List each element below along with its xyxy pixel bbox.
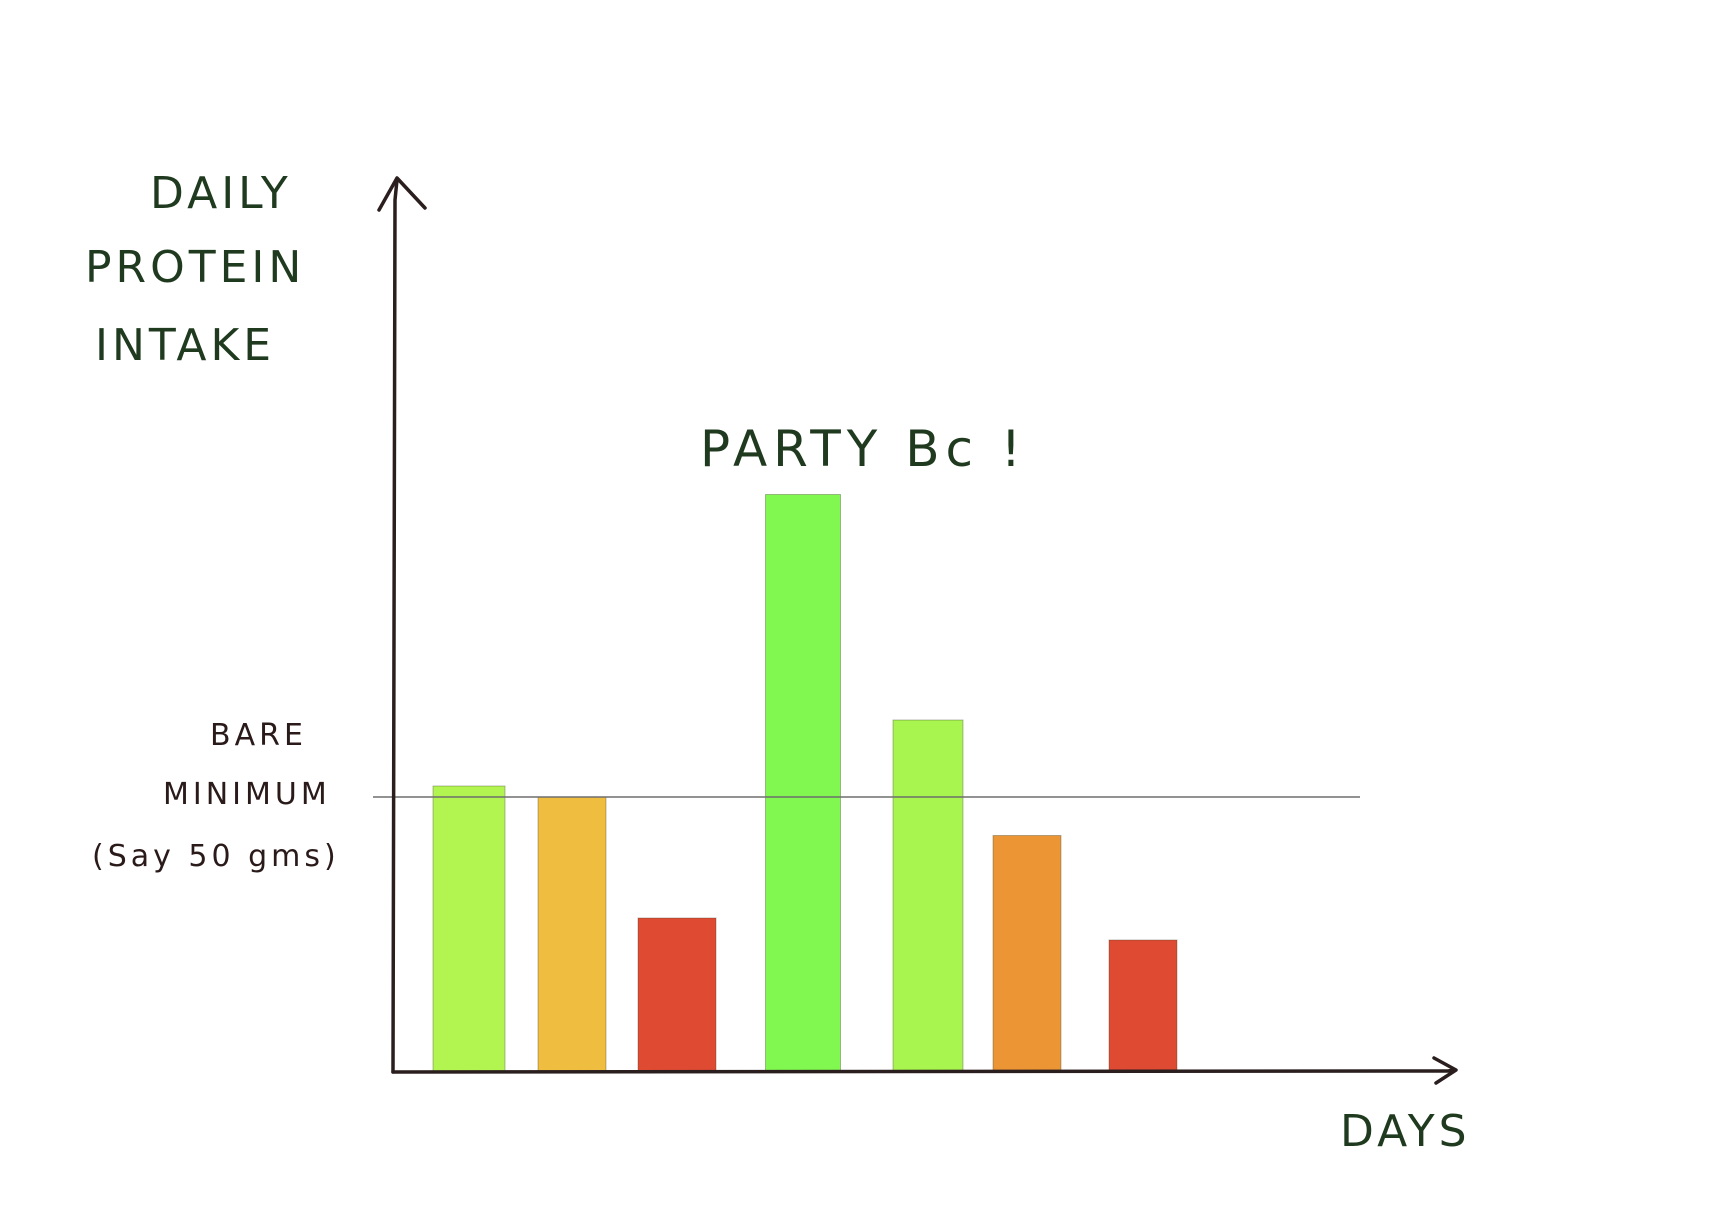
bar-1 bbox=[432, 785, 506, 1073]
bar-2 bbox=[537, 796, 607, 1073]
x-axis-arrow-icon bbox=[1432, 1056, 1458, 1085]
bar-7 bbox=[1108, 939, 1178, 1073]
y-axis-label-line-1: DAILY bbox=[150, 168, 292, 219]
reference-label-line-1: BARE bbox=[210, 718, 307, 753]
bars-group bbox=[432, 494, 1178, 1073]
party-annotation: PARTY Bc ! bbox=[700, 420, 1027, 478]
y-axis-arrow-icon bbox=[377, 176, 427, 212]
reference-label-line-2: MINIMUM bbox=[163, 777, 331, 812]
x-axis bbox=[391, 1068, 1456, 1074]
y-axis bbox=[391, 178, 399, 1074]
bar-3 bbox=[637, 917, 717, 1073]
y-axis-label-line-2: PROTEIN bbox=[85, 242, 305, 293]
bar-5 bbox=[892, 719, 964, 1073]
bar-4 bbox=[765, 494, 841, 1073]
x-axis-label: DAYS bbox=[1340, 1106, 1471, 1157]
reference-label-line-3: (Say 50 gms) bbox=[92, 839, 340, 874]
bar-6 bbox=[992, 835, 1062, 1073]
y-axis-label-line-3: INTAKE bbox=[95, 320, 275, 371]
